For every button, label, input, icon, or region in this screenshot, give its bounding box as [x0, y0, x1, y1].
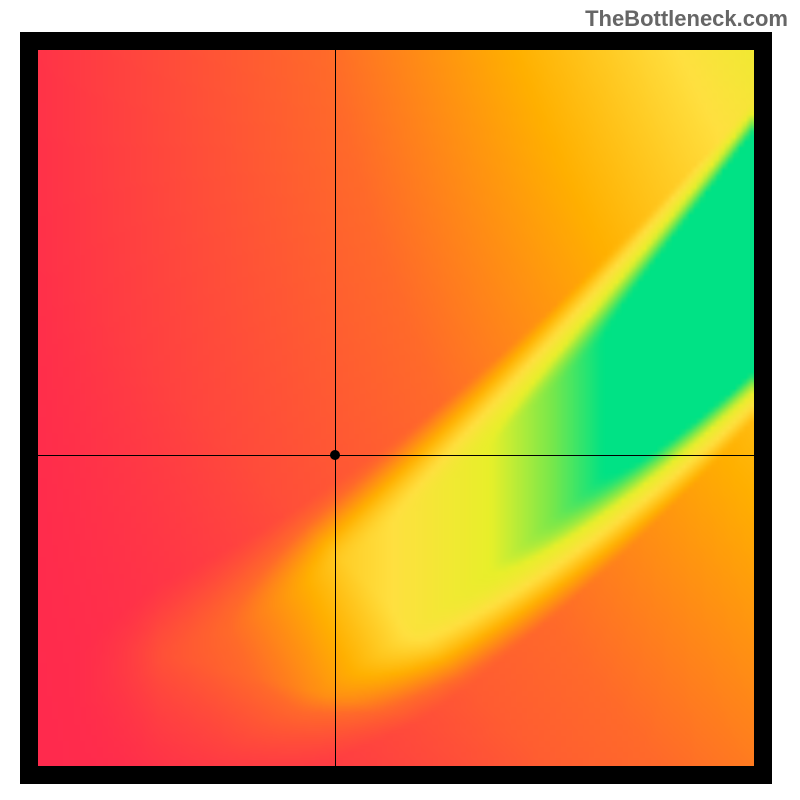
- crosshair-vertical: [335, 50, 336, 766]
- crosshair-marker: [330, 450, 340, 460]
- chart-container: TheBottleneck.com: [0, 0, 800, 800]
- watermark-text: TheBottleneck.com: [585, 6, 788, 32]
- crosshair-horizontal: [38, 455, 754, 456]
- heatmap-canvas: [38, 50, 754, 766]
